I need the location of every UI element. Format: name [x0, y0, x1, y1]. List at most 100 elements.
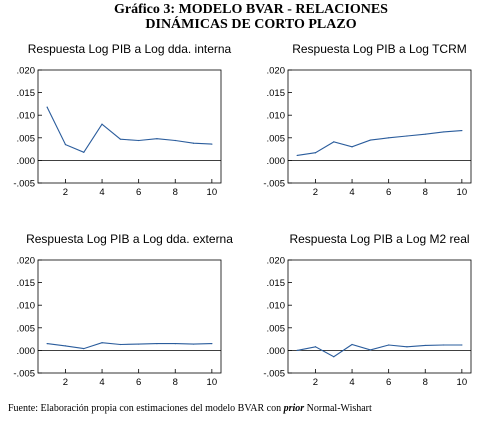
data-point: [296, 349, 298, 351]
plot-frame: [37, 259, 222, 374]
data-point: [64, 143, 67, 146]
series-line: [46, 106, 212, 153]
data-point: [192, 343, 195, 345]
x-tick-label: 10: [207, 187, 218, 196]
x-tick-label: 4: [349, 377, 354, 386]
y-tick-label: .010: [267, 111, 286, 122]
data-point: [174, 139, 176, 142]
data-point: [211, 143, 213, 145]
y-tick-label: -.005: [263, 179, 285, 190]
figure-title-line2: DINÁMICAS DE CORTO PLAZO: [145, 17, 357, 32]
data-point: [314, 152, 317, 154]
y-tick-label: .015: [17, 88, 36, 99]
y-tick-label: .020: [267, 256, 286, 267]
y-tick-label: .000: [17, 346, 36, 357]
y-tick-label: .005: [267, 133, 286, 144]
data-point: [369, 139, 371, 141]
chart-panel-tcrm: Respuesta Log PIB a Log TCRM .020 .015 .010…: [263, 42, 472, 196]
data-point: [138, 139, 140, 142]
y-tick-label: .020: [17, 66, 36, 77]
x-tick-label: 8: [173, 187, 178, 196]
data-point: [192, 142, 195, 144]
source-prefix: Fuente: Elaboración propia con estimacio…: [8, 403, 284, 414]
y-tick-label: .010: [267, 301, 286, 312]
data-point: [406, 135, 408, 137]
source-suffix: Normal-Wishart: [304, 403, 372, 414]
figure-title-line1: Gráfico 3: MODELO BVAR - RELACIONES: [114, 2, 388, 17]
y-tick-label: -.005: [263, 369, 285, 380]
y-tick-label: .005: [17, 323, 36, 334]
x-tick-label: 2: [313, 377, 318, 386]
y-tick-label: .015: [267, 278, 286, 289]
chart-panel-m2-real: Respuesta Log PIB a Log M2 real.020 .015.…: [263, 232, 472, 386]
x-tick-label: 4: [99, 377, 104, 386]
data-point: [442, 344, 445, 346]
y-tick-label: .010: [17, 111, 36, 122]
data-point: [296, 154, 298, 157]
data-point: [369, 349, 371, 351]
chart-panel-domestic-demand: Respuesta Log PIB a Log dda. interna .020…: [13, 42, 232, 196]
data-point: [101, 123, 103, 125]
series-line: [297, 130, 462, 156]
data-point: [101, 342, 103, 344]
data-point: [461, 344, 463, 346]
x-tick-label: 6: [136, 377, 141, 386]
x-tick-label: 6: [136, 187, 141, 196]
source-emphasis: prior: [283, 403, 305, 414]
x-tick-label: 4: [99, 187, 104, 196]
data-point: [156, 138, 158, 140]
series-line: [296, 343, 462, 358]
y-tick-label: .005: [17, 133, 36, 144]
y-tick-label: .000: [17, 156, 36, 167]
y-tick-label: -.005: [13, 369, 35, 380]
x-tick-label: 8: [423, 187, 428, 196]
y-tick-label: .015: [267, 88, 286, 99]
data-point: [442, 131, 445, 133]
y-tick-label: .005: [267, 323, 286, 334]
x-tick-label: 2: [63, 377, 68, 386]
series-line: [47, 342, 212, 350]
y-tick-label: .000: [267, 156, 286, 167]
data-point: [388, 137, 390, 139]
x-tick-label: 6: [386, 187, 391, 196]
x-tick-label: 10: [457, 187, 468, 196]
data-point: [138, 343, 140, 345]
data-point: [351, 343, 353, 346]
x-tick-label: 2: [63, 187, 68, 196]
chart-panel-external-demand: Respuesta Log PIB a Log dda. externa .020…: [13, 232, 233, 386]
data-point: [314, 346, 317, 348]
data-point: [83, 151, 85, 153]
chart-title: Respuesta Log PIB a Log TCRM: [292, 42, 467, 56]
data-point: [333, 141, 335, 143]
data-point: [424, 344, 426, 347]
chart-title: Respuesta Log PIB a Log dda. interna: [28, 42, 232, 56]
data-point: [119, 138, 121, 140]
data-point: [174, 343, 176, 345]
y-tick-label: .015: [17, 278, 36, 289]
data-point: [46, 106, 48, 108]
x-tick-label: 4: [349, 187, 354, 196]
plot-frame: [287, 69, 472, 184]
data-point: [211, 343, 213, 345]
x-tick-label: 10: [457, 377, 468, 386]
y-tick-label: .020: [17, 256, 36, 267]
source-note: Fuente: Elaboración propia con estimacio…: [8, 403, 372, 414]
chart-title: Respuesta Log PIB a Log M2 real: [289, 232, 469, 246]
plot-frame: [37, 69, 222, 184]
data-point: [46, 343, 48, 345]
x-tick-label: 8: [173, 377, 178, 386]
data-point: [406, 346, 408, 348]
plot-frame: [287, 259, 472, 374]
data-point: [351, 146, 353, 148]
x-tick-label: 2: [313, 187, 318, 196]
data-point: [64, 345, 67, 347]
data-point: [83, 347, 85, 350]
y-tick-label: .010: [17, 301, 36, 312]
x-tick-label: 10: [207, 377, 218, 386]
y-tick-label: .000: [267, 346, 286, 357]
data-point: [333, 356, 335, 358]
y-tick-label: -.005: [13, 179, 35, 190]
data-point: [424, 133, 426, 135]
data-point: [388, 344, 390, 346]
data-point: [461, 129, 463, 132]
